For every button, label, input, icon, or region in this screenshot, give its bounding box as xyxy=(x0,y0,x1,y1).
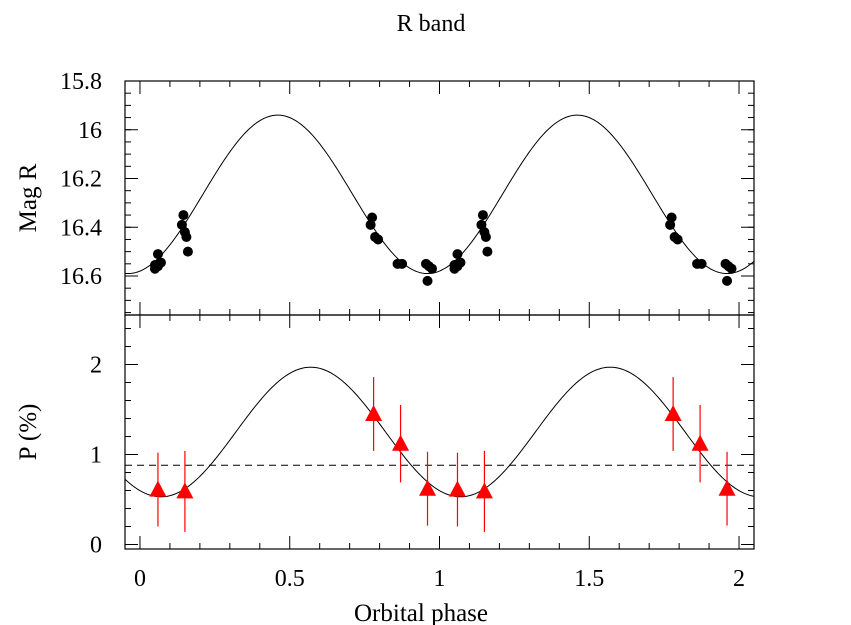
mag-panel: 15.8 16 16.2 16.4 16.6 Mag R xyxy=(15,69,755,316)
y-tick-label: 15.8 xyxy=(60,69,102,95)
mag-data-point xyxy=(152,249,163,260)
y-tick-label: 16.6 xyxy=(60,264,102,290)
polarization-panel: 0 1 2 0 0.5 1 1.5 2 P (%) Orbital phase xyxy=(15,314,755,625)
chart-title: R band xyxy=(397,11,466,37)
mag-data-point xyxy=(182,246,193,257)
mag-data-point xyxy=(422,275,433,286)
mag-data-point xyxy=(427,263,438,274)
polarization-model-curve xyxy=(124,366,755,498)
mag-data-point xyxy=(178,210,189,221)
y-tick-label: 16.2 xyxy=(60,167,102,193)
polarization-axis-label: P (%) xyxy=(15,404,42,461)
polarization-data-point xyxy=(475,482,493,499)
x-tick-label: 2 xyxy=(733,566,745,592)
polarization-data-point xyxy=(718,479,736,496)
y-tick-label: 0 xyxy=(90,533,102,559)
y-tick-label: 1 xyxy=(90,443,102,469)
x-tick-label: 1.5 xyxy=(574,566,604,592)
polarization-data-point xyxy=(149,480,167,497)
mag-data-point xyxy=(722,275,733,286)
y-tick-label: 16 xyxy=(78,118,102,144)
mag-data-point xyxy=(155,257,166,268)
mag-panel-frame xyxy=(124,80,755,316)
mag-data-point xyxy=(397,258,408,269)
x-tick-label: 0.5 xyxy=(275,566,305,592)
mag-data-point xyxy=(373,234,384,245)
polarization-data-point xyxy=(664,405,682,421)
polarization-data-point xyxy=(392,434,410,451)
polarization-data-point xyxy=(691,434,709,451)
mag-model-curve xyxy=(124,114,755,275)
mag-ticks: 15.8 16 16.2 16.4 16.6 xyxy=(60,69,754,315)
polarization-ticks: 0 1 2 0 0.5 1 1.5 2 xyxy=(90,315,754,592)
mag-data-point xyxy=(367,212,378,223)
mag-data-point xyxy=(726,263,737,274)
mag-data-point xyxy=(666,212,677,223)
polarization-data-point xyxy=(448,480,466,497)
mag-data-point xyxy=(455,257,466,268)
x-axis-label: Orbital phase xyxy=(354,600,488,625)
mag-data-point xyxy=(672,234,683,245)
polarization-data-point xyxy=(176,482,194,499)
polarization-points xyxy=(149,377,736,532)
polarization-data-point xyxy=(365,405,383,421)
polarization-data-point xyxy=(419,479,437,496)
mag-data-point xyxy=(477,210,488,221)
x-tick-label: 1 xyxy=(434,566,446,592)
mag-data-point xyxy=(696,258,707,269)
y-tick-label: 16.4 xyxy=(60,215,102,241)
mag-data-point xyxy=(452,249,463,260)
x-tick-label: 0 xyxy=(134,566,146,592)
y-tick-label: 2 xyxy=(90,353,102,379)
mag-data-point xyxy=(482,246,493,257)
mag-points xyxy=(149,210,737,286)
mag-axis-label: Mag R xyxy=(15,163,42,232)
mag-data-point xyxy=(181,232,192,242)
polarization-panel-frame xyxy=(124,314,755,550)
mag-data-point xyxy=(480,232,491,242)
